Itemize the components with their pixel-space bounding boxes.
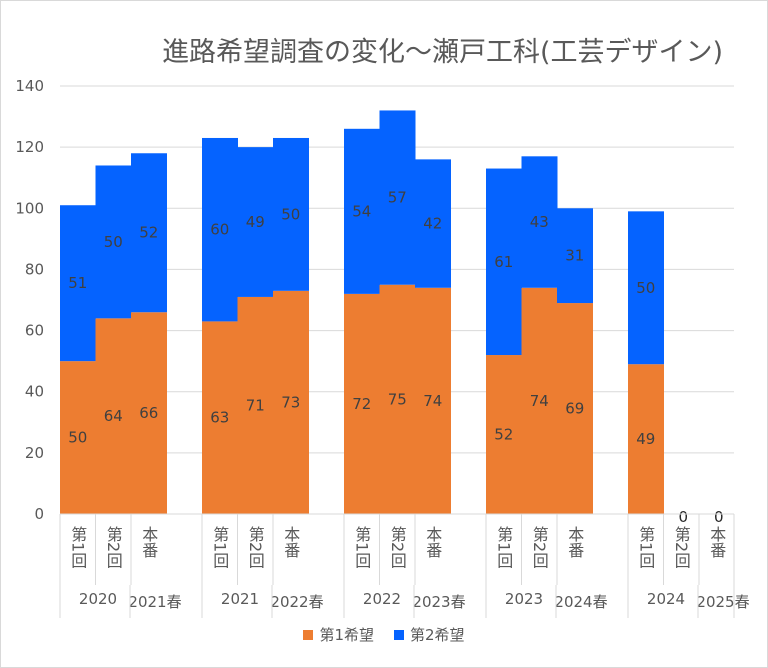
bar-第1希望 bbox=[60, 361, 96, 514]
x-category-label: 第2回 bbox=[530, 526, 549, 568]
data-label: 50 bbox=[636, 279, 655, 297]
bar-第2希望 bbox=[131, 153, 167, 313]
data-label: 54 bbox=[352, 202, 371, 220]
y-tick-label: 40 bbox=[25, 383, 44, 401]
x-category-label: 第1回 bbox=[210, 526, 229, 568]
bar-第1希望 bbox=[628, 364, 664, 514]
bar-第1希望 bbox=[273, 290, 309, 514]
data-label: 49 bbox=[636, 430, 655, 448]
y-tick-label: 20 bbox=[25, 444, 44, 462]
data-label: 69 bbox=[565, 400, 584, 418]
bar-第1希望 bbox=[202, 321, 238, 514]
data-label: 31 bbox=[565, 247, 584, 265]
bar-第1希望 bbox=[344, 293, 380, 514]
bar-第1希望 bbox=[379, 284, 416, 514]
bar-第1希望 bbox=[131, 312, 167, 514]
y-tick-label: 60 bbox=[25, 322, 44, 340]
x-category-label: 本番 bbox=[423, 526, 442, 558]
bar-第2希望 bbox=[344, 128, 380, 294]
chart-title: 進路希望調査の変化～瀬戸工科(工芸デザイン) bbox=[161, 37, 724, 68]
data-label: 74 bbox=[530, 392, 549, 410]
bar-第1希望 bbox=[95, 318, 132, 514]
y-tick-label: 80 bbox=[25, 260, 44, 278]
x-category-label: 第2回 bbox=[246, 526, 265, 568]
legend: 第1希望 第2希望 bbox=[0, 624, 768, 645]
legend-item: 第2希望 bbox=[394, 624, 465, 645]
x-category-label: 本番 bbox=[707, 526, 726, 558]
data-label: 61 bbox=[494, 253, 513, 271]
data-label: 52 bbox=[494, 426, 513, 444]
x-group-label-secondary: 2025春 bbox=[696, 593, 749, 611]
x-group-label: 2024 bbox=[647, 590, 685, 608]
data-label: 66 bbox=[139, 404, 158, 422]
x-group-label-secondary: 2021春 bbox=[128, 593, 181, 611]
data-label: 0 bbox=[714, 508, 724, 526]
legend-swatch bbox=[394, 630, 404, 640]
bar-第2希望 bbox=[202, 137, 238, 322]
data-label: 74 bbox=[423, 392, 442, 410]
x-group-label: 2021 bbox=[221, 590, 259, 608]
x-category-label: 第2回 bbox=[672, 526, 691, 568]
bar-第2希望 bbox=[273, 137, 309, 291]
x-category-label: 本番 bbox=[139, 526, 158, 558]
data-label: 43 bbox=[530, 213, 549, 231]
x-category-label: 本番 bbox=[565, 526, 584, 558]
bar-第2希望 bbox=[379, 110, 416, 285]
bar-第2希望 bbox=[60, 205, 96, 362]
bar-第1希望 bbox=[415, 287, 451, 514]
x-group-label: 2020 bbox=[79, 590, 117, 608]
data-label: 50 bbox=[281, 205, 300, 223]
legend-swatch bbox=[303, 630, 314, 640]
data-label: 52 bbox=[139, 224, 158, 242]
y-tick-label: 0 bbox=[34, 505, 44, 523]
bar-第1希望 bbox=[557, 303, 593, 514]
data-label: 51 bbox=[68, 274, 87, 292]
x-category-label: 第2回 bbox=[388, 526, 407, 568]
legend-item: 第1希望 bbox=[303, 624, 374, 645]
data-label: 71 bbox=[246, 396, 265, 414]
bar-第1希望 bbox=[486, 355, 522, 514]
x-group-label: 2022 bbox=[363, 590, 401, 608]
x-category-label: 本番 bbox=[281, 526, 300, 558]
data-label: 57 bbox=[388, 189, 407, 207]
data-label: 50 bbox=[68, 429, 87, 447]
x-category-label: 第1回 bbox=[352, 526, 371, 568]
bar-第2希望 bbox=[521, 156, 558, 288]
data-label: 60 bbox=[210, 221, 229, 239]
legend-label: 第2希望 bbox=[410, 626, 465, 644]
data-label: 63 bbox=[210, 409, 229, 427]
data-label: 64 bbox=[104, 407, 123, 425]
bar-第2希望 bbox=[95, 165, 132, 319]
data-label: 49 bbox=[246, 213, 265, 231]
bar-第1希望 bbox=[237, 296, 274, 514]
x-category-label: 第1回 bbox=[68, 526, 87, 568]
data-label: 72 bbox=[352, 395, 371, 413]
x-group-label-secondary: 2024春 bbox=[554, 593, 607, 611]
x-category-label: 第2回 bbox=[104, 526, 123, 568]
data-label: 73 bbox=[281, 393, 300, 411]
x-category-label: 第1回 bbox=[636, 526, 655, 568]
data-label: 42 bbox=[423, 215, 442, 233]
bar-第2希望 bbox=[237, 147, 274, 297]
bar-第2希望 bbox=[415, 159, 451, 288]
data-label: 0 bbox=[678, 508, 688, 526]
bar-第1希望 bbox=[521, 287, 558, 514]
y-tick-label: 120 bbox=[15, 138, 44, 156]
y-tick-label: 140 bbox=[15, 77, 44, 95]
data-label: 50 bbox=[104, 233, 123, 251]
x-group-label-secondary: 2023春 bbox=[412, 593, 465, 611]
x-category-label: 第1回 bbox=[494, 526, 513, 568]
bar-第2希望 bbox=[628, 211, 664, 365]
bar-第2希望 bbox=[486, 168, 522, 356]
bar-第2希望 bbox=[557, 208, 593, 304]
x-group-label-secondary: 2022春 bbox=[270, 593, 323, 611]
x-group-label: 2023 bbox=[505, 590, 543, 608]
y-tick-label: 100 bbox=[15, 199, 44, 217]
legend-label: 第1希望 bbox=[319, 626, 374, 644]
data-label: 75 bbox=[388, 390, 407, 408]
